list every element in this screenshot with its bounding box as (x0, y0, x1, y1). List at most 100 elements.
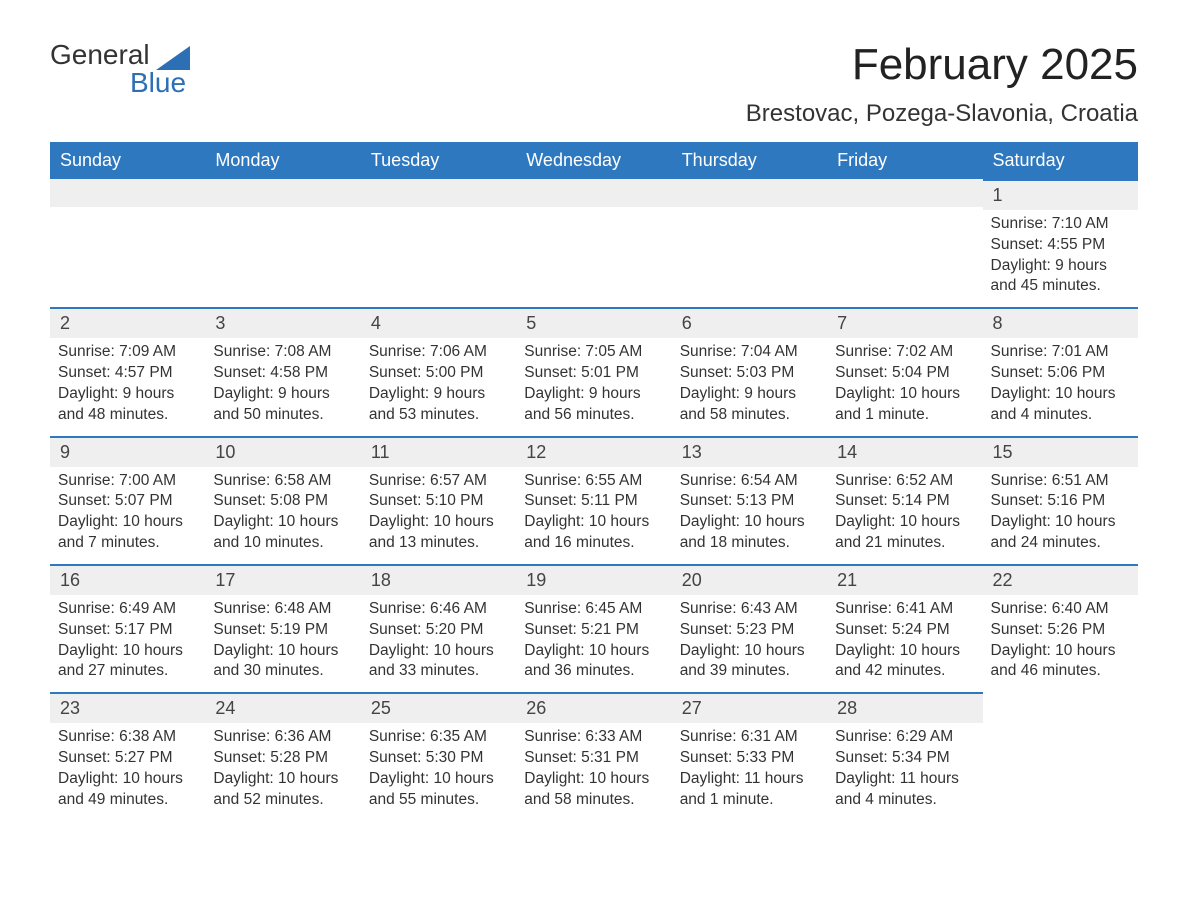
logo-text-2: Blue (130, 69, 190, 97)
day-number: 17 (205, 564, 360, 595)
calendar-week-row: 1Sunrise: 7:10 AMSunset: 4:55 PMDaylight… (50, 179, 1138, 307)
day-details: Sunrise: 6:36 AMSunset: 5:28 PMDaylight:… (205, 723, 360, 820)
day-daylight1: Daylight: 10 hours (680, 512, 819, 532)
day-details: Sunrise: 6:51 AMSunset: 5:16 PMDaylight:… (983, 467, 1138, 564)
day-daylight2: and 30 minutes. (213, 661, 352, 681)
day-daylight1: Daylight: 9 hours (991, 256, 1130, 276)
day-details: Sunrise: 6:46 AMSunset: 5:20 PMDaylight:… (361, 595, 516, 692)
day-sunset: Sunset: 5:19 PM (213, 620, 352, 640)
month-title: February 2025 (746, 40, 1138, 90)
day-sunset: Sunset: 5:30 PM (369, 748, 508, 768)
calendar-cell: 11Sunrise: 6:57 AMSunset: 5:10 PMDayligh… (361, 436, 516, 564)
day-sunrise: Sunrise: 6:48 AM (213, 599, 352, 619)
day-daylight2: and 16 minutes. (524, 533, 663, 553)
day-number: 13 (672, 436, 827, 467)
day-daylight1: Daylight: 10 hours (835, 512, 974, 532)
day-sunset: Sunset: 5:10 PM (369, 491, 508, 511)
day-daylight2: and 33 minutes. (369, 661, 508, 681)
calendar-week-row: 2Sunrise: 7:09 AMSunset: 4:57 PMDaylight… (50, 307, 1138, 435)
day-number: 21 (827, 564, 982, 595)
day-sunset: Sunset: 5:31 PM (524, 748, 663, 768)
day-number: 27 (672, 692, 827, 723)
day-daylight1: Daylight: 10 hours (524, 641, 663, 661)
day-number: 8 (983, 307, 1138, 338)
day-daylight1: Daylight: 10 hours (524, 512, 663, 532)
day-daylight1: Daylight: 10 hours (58, 512, 197, 532)
calendar-cell: 16Sunrise: 6:49 AMSunset: 5:17 PMDayligh… (50, 564, 205, 692)
calendar-cell (50, 179, 205, 307)
day-sunrise: Sunrise: 6:58 AM (213, 471, 352, 491)
day-daylight1: Daylight: 9 hours (680, 384, 819, 404)
calendar-body: 1Sunrise: 7:10 AMSunset: 4:55 PMDaylight… (50, 179, 1138, 821)
calendar-table: SundayMondayTuesdayWednesdayThursdayFrid… (50, 142, 1138, 821)
day-sunset: Sunset: 5:20 PM (369, 620, 508, 640)
day-number: 28 (827, 692, 982, 723)
day-details: Sunrise: 6:45 AMSunset: 5:21 PMDaylight:… (516, 595, 671, 692)
calendar-cell (516, 179, 671, 307)
day-number: 5 (516, 307, 671, 338)
day-sunset: Sunset: 4:57 PM (58, 363, 197, 383)
calendar-cell: 25Sunrise: 6:35 AMSunset: 5:30 PMDayligh… (361, 692, 516, 820)
calendar-cell (361, 179, 516, 307)
day-details: Sunrise: 6:52 AMSunset: 5:14 PMDaylight:… (827, 467, 982, 564)
day-daylight2: and 48 minutes. (58, 405, 197, 425)
day-number: 14 (827, 436, 982, 467)
day-sunset: Sunset: 5:03 PM (680, 363, 819, 383)
day-details: Sunrise: 6:29 AMSunset: 5:34 PMDaylight:… (827, 723, 982, 820)
day-sunrise: Sunrise: 6:41 AM (835, 599, 974, 619)
day-daylight2: and 13 minutes. (369, 533, 508, 553)
day-details: Sunrise: 7:00 AMSunset: 5:07 PMDaylight:… (50, 467, 205, 564)
day-number: 24 (205, 692, 360, 723)
day-number: 18 (361, 564, 516, 595)
day-sunrise: Sunrise: 6:36 AM (213, 727, 352, 747)
calendar-week-row: 9Sunrise: 7:00 AMSunset: 5:07 PMDaylight… (50, 436, 1138, 564)
location-subtitle: Brestovac, Pozega-Slavonia, Croatia (746, 100, 1138, 128)
day-number: 11 (361, 436, 516, 467)
calendar-cell: 6Sunrise: 7:04 AMSunset: 5:03 PMDaylight… (672, 307, 827, 435)
day-sunset: Sunset: 5:07 PM (58, 491, 197, 511)
calendar-cell (672, 179, 827, 307)
calendar-cell (827, 179, 982, 307)
day-sunrise: Sunrise: 6:55 AM (524, 471, 663, 491)
title-block: February 2025 Brestovac, Pozega-Slavonia… (746, 40, 1138, 142)
day-daylight2: and 4 minutes. (835, 790, 974, 810)
day-details: Sunrise: 7:10 AMSunset: 4:55 PMDaylight:… (983, 210, 1138, 307)
day-sunrise: Sunrise: 6:38 AM (58, 727, 197, 747)
day-sunset: Sunset: 5:13 PM (680, 491, 819, 511)
day-sunrise: Sunrise: 7:02 AM (835, 342, 974, 362)
day-daylight2: and 27 minutes. (58, 661, 197, 681)
logo-text-1: General (50, 41, 150, 69)
day-details: Sunrise: 6:41 AMSunset: 5:24 PMDaylight:… (827, 595, 982, 692)
calendar-cell: 23Sunrise: 6:38 AMSunset: 5:27 PMDayligh… (50, 692, 205, 820)
day-sunset: Sunset: 5:16 PM (991, 491, 1130, 511)
calendar-cell (205, 179, 360, 307)
day-header: Tuesday (361, 142, 516, 179)
day-number: 3 (205, 307, 360, 338)
day-sunrise: Sunrise: 7:09 AM (58, 342, 197, 362)
day-daylight2: and 1 minute. (680, 790, 819, 810)
day-daylight2: and 55 minutes. (369, 790, 508, 810)
calendar-cell: 27Sunrise: 6:31 AMSunset: 5:33 PMDayligh… (672, 692, 827, 820)
day-daylight2: and 21 minutes. (835, 533, 974, 553)
day-daylight1: Daylight: 11 hours (680, 769, 819, 789)
day-number: 25 (361, 692, 516, 723)
blank-cell-top (516, 179, 671, 207)
day-daylight1: Daylight: 10 hours (524, 769, 663, 789)
day-header: Friday (827, 142, 982, 179)
day-sunrise: Sunrise: 6:54 AM (680, 471, 819, 491)
calendar-cell: 10Sunrise: 6:58 AMSunset: 5:08 PMDayligh… (205, 436, 360, 564)
day-sunrise: Sunrise: 6:57 AM (369, 471, 508, 491)
day-details: Sunrise: 6:31 AMSunset: 5:33 PMDaylight:… (672, 723, 827, 820)
blank-cell-top (50, 179, 205, 207)
day-daylight2: and 50 minutes. (213, 405, 352, 425)
day-sunset: Sunset: 4:58 PM (213, 363, 352, 383)
day-sunset: Sunset: 5:33 PM (680, 748, 819, 768)
day-number: 26 (516, 692, 671, 723)
day-number: 4 (361, 307, 516, 338)
day-details: Sunrise: 6:48 AMSunset: 5:19 PMDaylight:… (205, 595, 360, 692)
calendar-cell: 2Sunrise: 7:09 AMSunset: 4:57 PMDaylight… (50, 307, 205, 435)
day-daylight2: and 45 minutes. (991, 276, 1130, 296)
calendar-cell: 12Sunrise: 6:55 AMSunset: 5:11 PMDayligh… (516, 436, 671, 564)
day-sunrise: Sunrise: 7:00 AM (58, 471, 197, 491)
calendar-cell: 18Sunrise: 6:46 AMSunset: 5:20 PMDayligh… (361, 564, 516, 692)
